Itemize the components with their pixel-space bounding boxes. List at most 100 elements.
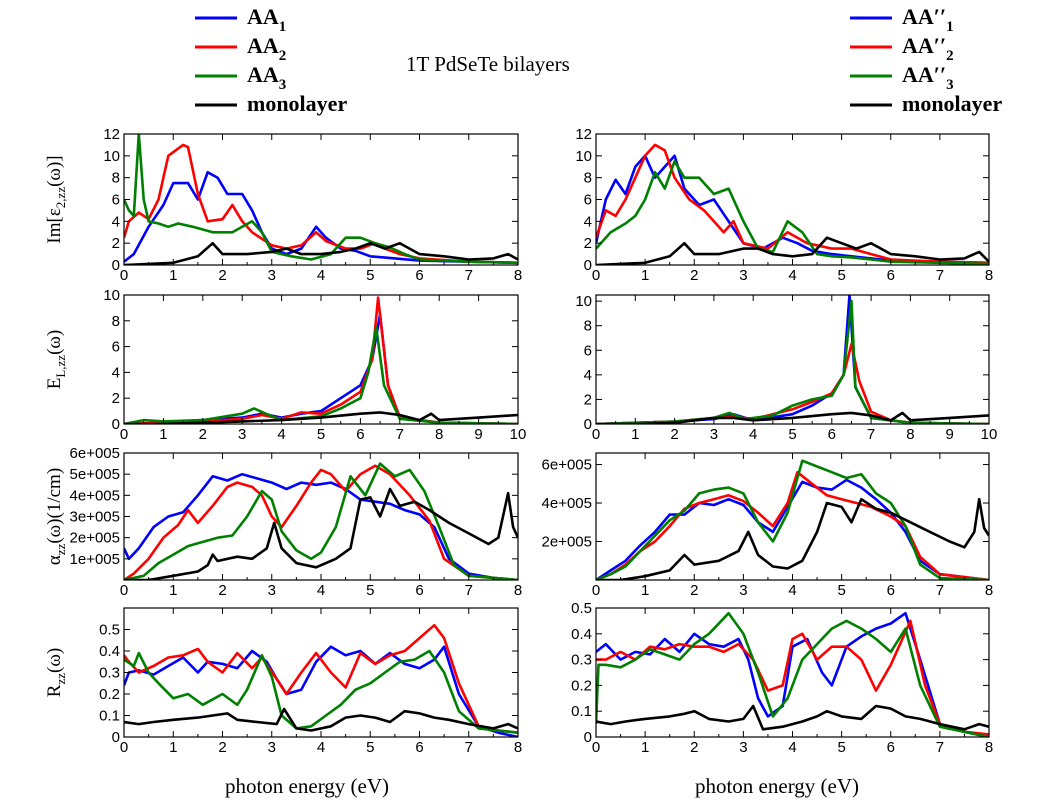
x-tick-label: 7	[465, 582, 473, 599]
y-tick-label: 6	[584, 192, 592, 209]
x-tick-label: 0	[120, 582, 128, 599]
series-line-green	[596, 611, 989, 737]
x-tick-label: 6	[887, 739, 895, 756]
x-tick-label: 1	[631, 426, 639, 443]
x-tick-label: 1	[641, 267, 649, 284]
y-tick-label: 2e+005	[542, 534, 592, 551]
legend-label: AA2	[247, 33, 286, 64]
x-tick-label: 7	[936, 582, 944, 599]
series-line-blue	[124, 645, 518, 737]
y-tick-label: 10	[575, 293, 592, 310]
y-tick-label: 0.2	[99, 686, 120, 703]
x-tick-label: 8	[906, 426, 914, 443]
x-tick-label: 4	[317, 267, 325, 284]
x-tick-label: 5	[317, 426, 325, 443]
x-tick-label: 1	[641, 582, 649, 599]
x-tick-label: 0	[120, 739, 128, 756]
x-tick-label: 2	[218, 739, 226, 756]
y-tick-label: 12	[575, 126, 592, 143]
y-tick-label: 6e+005	[542, 457, 592, 474]
series-line-black	[124, 707, 518, 732]
y-tick-label: 0.1	[99, 708, 120, 725]
x-tick-label: 3	[710, 426, 718, 443]
legend-label: AA3	[247, 62, 286, 93]
panel-el_left: 0 1 2 3 4 5 6 7 8 9 10 0 2 4 6 8 10 EL,zz(ω)	[44, 287, 526, 443]
x-tick-label: 6	[415, 582, 423, 599]
y-tick-label: 0	[584, 729, 592, 746]
x-tick-label: 3	[268, 739, 276, 756]
y-tick-label: 0	[112, 257, 120, 274]
x-tick-label: 5	[366, 739, 374, 756]
y-tick-label: 3e+005	[70, 509, 120, 526]
x-tick-label: 5	[366, 582, 374, 599]
x-axis-label-left: photon energy (eV)	[225, 774, 389, 798]
y-tick-label: 2e+005	[70, 530, 120, 547]
y-tick-label: 6	[112, 192, 120, 209]
x-tick-label: 5	[837, 267, 845, 284]
x-tick-label: 1	[169, 582, 177, 599]
y-tick-label: 0.3	[99, 665, 120, 682]
legend-label: AA1	[247, 4, 286, 35]
y-tick-label: 0.1	[571, 703, 592, 720]
y-tick-label: 0	[584, 416, 592, 433]
series-line-blue	[124, 170, 518, 265]
x-tick-label: 7	[465, 267, 473, 284]
x-tick-label: 6	[356, 426, 364, 443]
series-line-black	[596, 236, 989, 265]
series-line-green	[124, 134, 518, 265]
y-tick-label: 2	[112, 390, 120, 407]
y-tick-label: 0	[584, 257, 592, 274]
series-line-red	[596, 619, 989, 736]
x-axis-label-right: photon energy (eV)	[695, 774, 859, 798]
x-tick-label: 8	[514, 739, 522, 756]
x-tick-label: 10	[510, 426, 527, 443]
x-tick-label: 10	[981, 426, 998, 443]
series-line-red	[124, 143, 518, 265]
x-tick-label: 2	[690, 582, 698, 599]
x-tick-label: 4	[749, 426, 757, 443]
y-tick-label: 10	[575, 148, 592, 165]
series-line-black	[596, 704, 989, 731]
x-tick-label: 7	[936, 739, 944, 756]
x-tick-label: 2	[218, 267, 226, 284]
x-tick-label: 8	[514, 267, 522, 284]
x-tick-label: 4	[317, 582, 325, 599]
y-tick-label: 4	[584, 367, 592, 384]
x-tick-label: 2	[690, 739, 698, 756]
legend-label: AA′′1	[902, 4, 954, 35]
x-tick-label: 8	[985, 739, 993, 756]
panel-alpha_right: 0 1 2 3 4 5 6 7 8 2e+005 4e+005 6e+005	[542, 452, 993, 599]
series-line-blue	[124, 313, 518, 424]
x-tick-label: 9	[474, 426, 482, 443]
y-tick-label: 2	[584, 235, 592, 252]
series-line-black	[124, 487, 518, 580]
x-tick-label: 3	[268, 267, 276, 284]
series-line-red	[124, 623, 518, 734]
x-tick-label: 2	[218, 582, 226, 599]
y-tick-label: 2	[584, 391, 592, 408]
x-tick-label: 6	[887, 582, 895, 599]
x-tick-label: 8	[985, 582, 993, 599]
x-tick-label: 1	[169, 267, 177, 284]
panel-refl_right: 0 1 2 3 4 5 6 7 8 0 0.1 0.2 0.3 0.4 0.5	[571, 600, 993, 756]
y-tick-label: 10	[103, 148, 120, 165]
panel-el_right: 0 1 2 3 4 5 6 7 8 9 10 0 2 4 6 8 10	[575, 293, 997, 443]
y-tick-label: 2	[112, 235, 120, 252]
y-tick-label: 0	[112, 416, 120, 433]
x-tick-label: 1	[159, 426, 167, 443]
panel-alpha_left: 0 1 2 3 4 5 6 7 8 1e+005 2e+005 3e+005 4e+005 5e+005 6…	[44, 445, 522, 599]
y-tick-label: 8	[112, 313, 120, 330]
x-tick-label: 5	[837, 739, 845, 756]
x-tick-label: 8	[514, 582, 522, 599]
series-line-black	[596, 411, 989, 424]
legend-label: AA′′3	[902, 62, 954, 93]
x-tick-label: 2	[690, 267, 698, 284]
series-line-green	[596, 299, 989, 424]
y-tick-label: 4	[112, 213, 120, 230]
